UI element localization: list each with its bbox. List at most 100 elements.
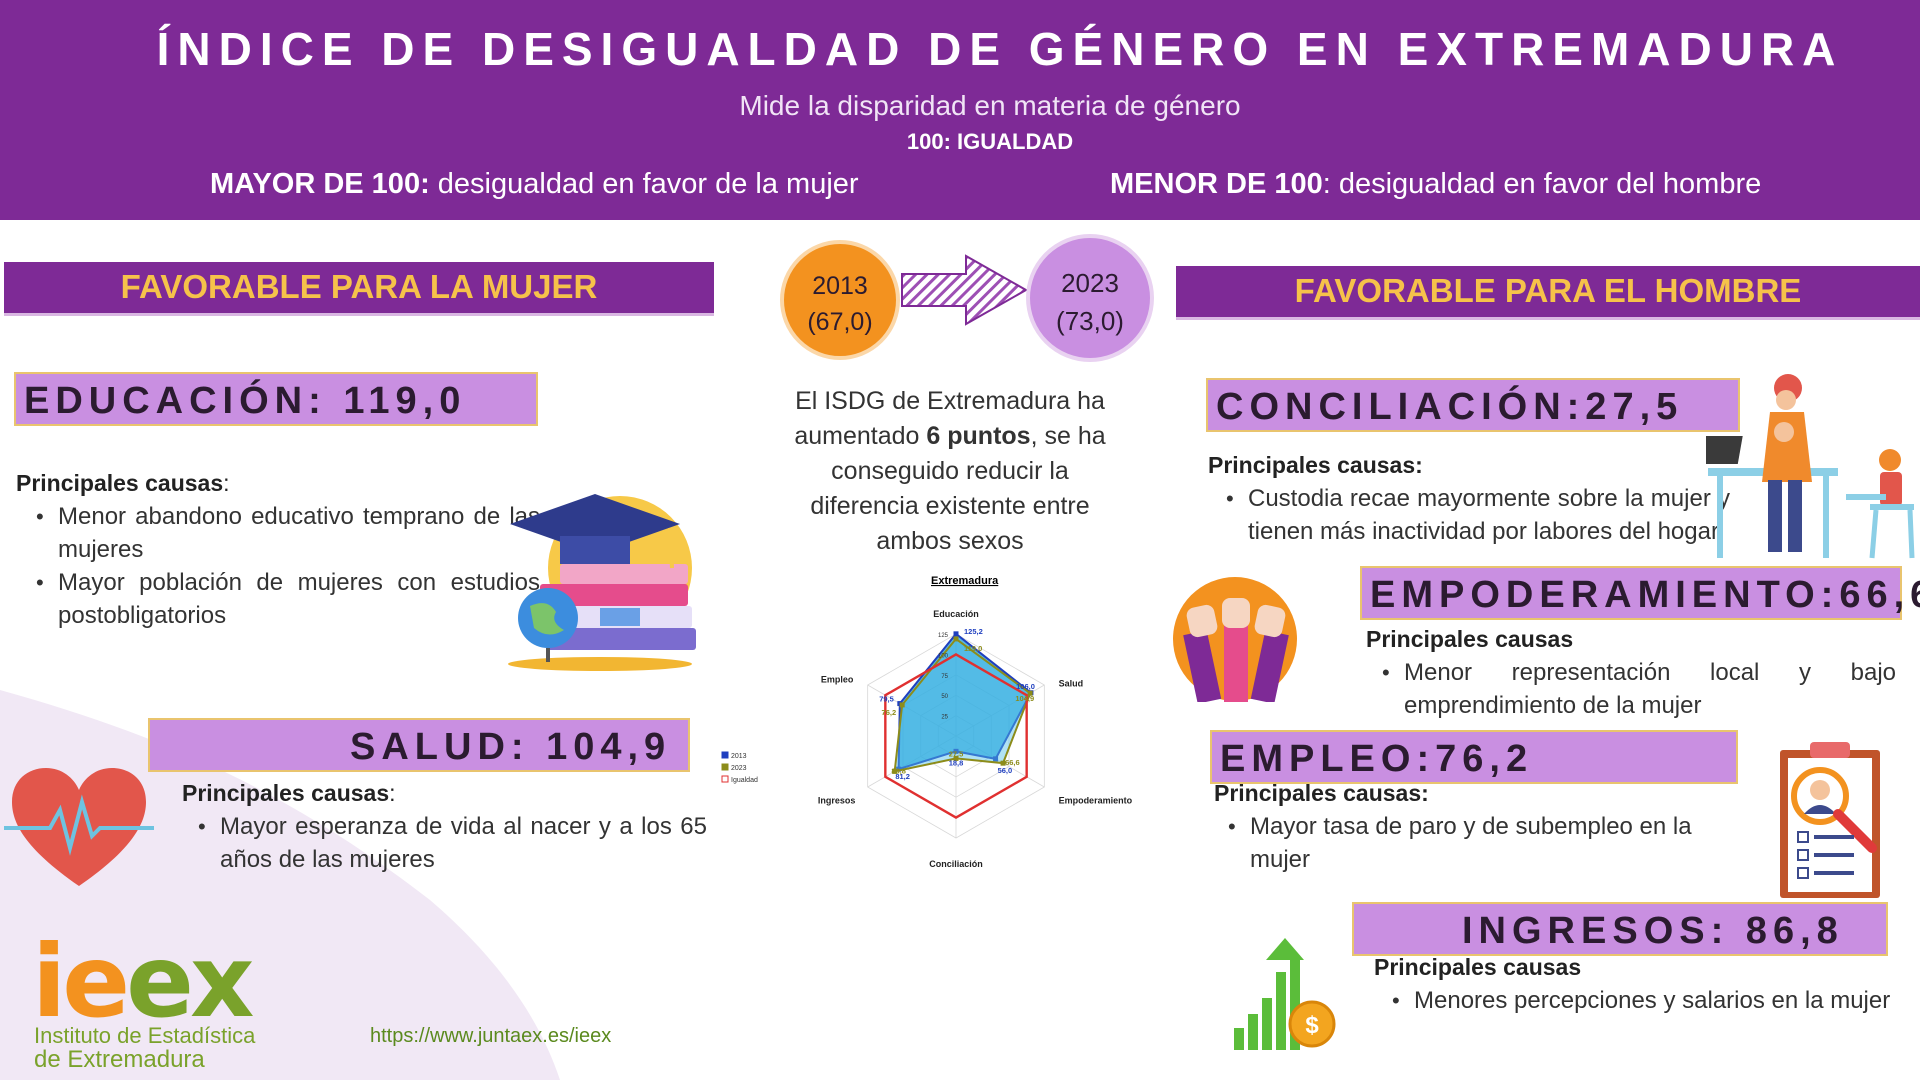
ingresos-causes-label: Principales causas [1374, 954, 1582, 980]
axis-label: Conciliación [929, 859, 983, 869]
growth-coin-icon: $ [1234, 938, 1336, 1050]
conciliacion-cause-list: Custodia recae mayormente sobre la mujer… [1220, 482, 1730, 548]
logo-letter: e [126, 923, 194, 1040]
list-item: Custodia recae mayormente sobre la mujer… [1220, 482, 1730, 548]
radar-series [884, 631, 1034, 819]
value-label: 76,2 [882, 708, 897, 717]
ingresos-title: INGRESOS: 86,8 [1352, 902, 1888, 956]
banner-favorable-mujer: FAVORABLE PARA LA MUJER [4, 262, 714, 316]
scale-tick-label: 125 [938, 633, 949, 639]
radar-labels: 125 100 75 50 25 Educación Salud Empoderamiento… [818, 609, 1133, 869]
value-label: 86,8 [891, 766, 906, 775]
data-point [993, 756, 999, 762]
list-item: Mayor población de mujeres con estudios … [30, 566, 540, 632]
menor-legend: MENOR DE 100: desigualdad en favor del h… [1110, 168, 1761, 201]
axis-label: Educación [933, 609, 979, 619]
summary-bold: 6 puntos [926, 422, 1031, 450]
empoderamiento-cause-list: Menor representación local y bajo empren… [1376, 656, 1896, 722]
value-label: 125,2 [964, 627, 983, 636]
coin-dollar-glyph: $ [1305, 1012, 1319, 1039]
circle-2023-year: 2023 [1061, 268, 1119, 298]
chart-legend: 2013 2023 Igualdad [721, 751, 758, 784]
list-item: Menores percepciones y salarios en la mu… [1386, 984, 1906, 1017]
empleo-cause-list: Mayor tasa de paro y de subempleo en la … [1222, 810, 1692, 876]
series-polygon-igualdad [884, 653, 1028, 819]
educacion-title: EDUCACIÓN: 119,0 [14, 372, 538, 426]
legend-entry: 2013 [731, 753, 747, 760]
axis-label: Empoderamiento [1059, 795, 1133, 805]
data-point [896, 766, 902, 772]
summary-post: , se ha conseguido reducir la diferencia… [810, 422, 1106, 555]
conciliacion-title: CONCILIACIÓN:27,5 [1206, 378, 1740, 432]
axis-label: Ingresos [818, 795, 856, 805]
educacion-causes-label: Principales causas: [16, 470, 230, 497]
value-label: 106,0 [1016, 682, 1035, 691]
legend-entry: Igualdad [731, 777, 758, 784]
circle-2023: 2023 (73,0) [1026, 234, 1154, 362]
conciliacion-causes-label: Principales causas: [1208, 452, 1423, 478]
logo-letter: i [32, 923, 66, 1040]
value-label: 27,5 [949, 749, 964, 758]
menor-text: : desigualdad en favor del hombre [1322, 168, 1762, 200]
equality-note: 100: IGUALDAD [906, 129, 1074, 154]
legend-swatch [721, 763, 729, 771]
logo-letter: e [62, 923, 130, 1040]
educacion-causes-colon: : [223, 470, 230, 496]
logo-caption: Instituto de Estadística de Extremadura [34, 1024, 255, 1072]
educacion-cause-list: Menor abandono educativo temprano de las… [30, 500, 540, 632]
mayor-legend: MAYOR DE 100: desigualdad en favor de la… [210, 168, 859, 201]
clipboard-search-icon [1780, 742, 1880, 898]
empleo-causes-label: Principales causas: [1214, 780, 1429, 806]
value-label: 66,6 [1005, 758, 1020, 767]
circle-2013-value: (67,0) [807, 308, 873, 336]
arrow-right-icon [901, 254, 1029, 326]
axis-label: Empleo [821, 675, 854, 685]
center-summary: El ISDG de Extremadura ha aumentado 6 pu… [780, 384, 1120, 559]
circle-2023-value: (73,0) [1056, 306, 1124, 336]
empleo-title: EMPLEO:76,2 [1210, 730, 1738, 784]
scale-tick-label: 100 [938, 653, 949, 659]
value-label: 119,0 [964, 644, 982, 653]
list-item: Mayor esperanza de vida al nacer y a los… [192, 810, 707, 876]
page-subtitle: Mide la disparidad en materia de género [739, 90, 1241, 121]
mayor-text: desigualdad en favor de la mujer [429, 168, 859, 200]
list-item: Menor representación local y bajo empren… [1376, 656, 1896, 722]
mayor-label: MAYOR DE 100: [210, 168, 430, 200]
data-point [953, 755, 959, 761]
data-point [1027, 690, 1033, 696]
legend-entry: 2023 [731, 765, 747, 772]
page-title: ÍNDICE DE DESIGUALDAD DE GÉNERO EN EXTRE… [156, 23, 1844, 75]
mother-laptop-icon [1706, 374, 1915, 559]
educacion-causes-text: Principales causas [16, 470, 224, 496]
raised-fists-icon [1173, 577, 1297, 702]
data-point [1000, 760, 1006, 766]
ieex-logo: ieex [32, 932, 254, 1032]
circle-2013: 2013 (67,0) [780, 240, 900, 360]
logo-line-1: Instituto de Estadística [34, 1023, 256, 1048]
legend-swatch [721, 775, 729, 783]
radar-chart: Extremadura 125 100 75 50 25 Educación Salud Em… [818, 575, 1133, 869]
list-item: Menor abandono educativo temprano de las… [30, 500, 540, 566]
empoderamiento-title: EMPODERAMIENTO:66,6 [1360, 566, 1920, 620]
ingresos-cause-list: Menores percepciones y salarios en la mu… [1386, 984, 1906, 1017]
salud-causes-label: Principales causas: [182, 780, 396, 807]
salud-cause-list: Mayor esperanza de vida al nacer y a los… [192, 810, 707, 876]
legend-swatch [721, 751, 729, 759]
website-link[interactable]: https://www.juntaex.es/ieex [370, 1025, 612, 1047]
empoderamiento-causes-label: Principales causas [1366, 626, 1574, 652]
scale-tick-label: 50 [941, 694, 948, 700]
value-label: 56,0 [998, 766, 1013, 775]
data-point [899, 702, 905, 708]
data-point [892, 768, 898, 774]
scale-tick-label: 75 [941, 674, 948, 680]
circle-2013-year: 2013 [812, 272, 868, 300]
header-band [0, 0, 1920, 220]
logo-line-2: de Extremadura [34, 1046, 205, 1073]
value-label: 104,9 [1015, 694, 1034, 703]
chart-title: Extremadura [931, 575, 999, 587]
menor-label: MENOR DE 100 [1110, 168, 1323, 200]
data-point [953, 748, 959, 754]
salud-title: SALUD: 104,9 [148, 718, 690, 772]
scale-tick-label: 25 [941, 715, 948, 721]
logo-letter: x [189, 923, 254, 1040]
